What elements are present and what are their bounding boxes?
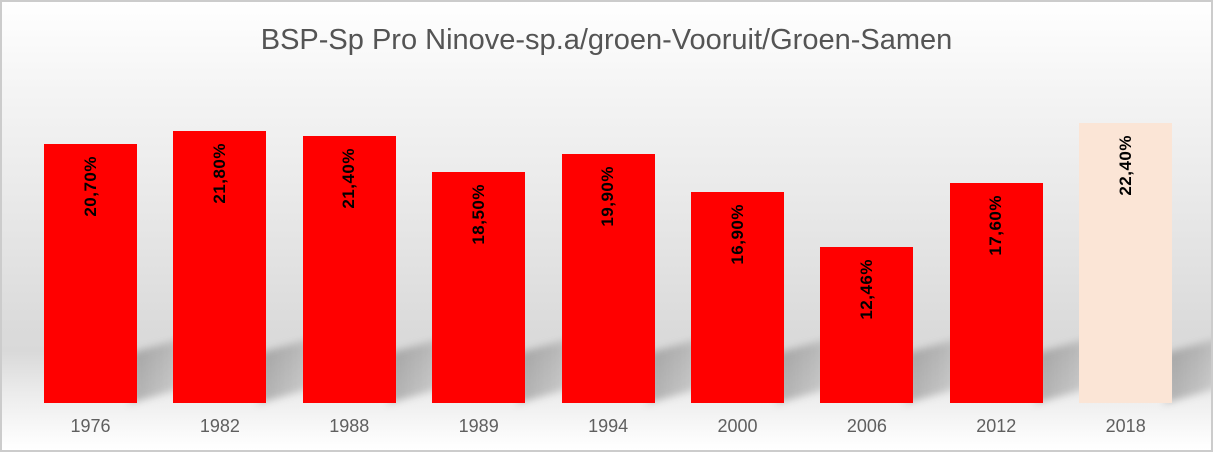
bar-1988[interactable]: 21,40%: [302, 135, 396, 403]
x-axis-label-2018: 2018: [1105, 416, 1146, 436]
bar-1989[interactable]: 18,50%: [432, 171, 526, 403]
bar-2000[interactable]: 16,90%: [691, 191, 784, 403]
bar-value-label: 22,40%: [1115, 135, 1135, 196]
x-axis-label-1982: 1982: [199, 416, 240, 436]
bar-value-label: 21,40%: [339, 147, 359, 209]
x-axis-label-1988: 1988: [329, 416, 370, 436]
bar-2012[interactable]: 17,60%: [949, 183, 1043, 403]
bar-value-label: 18,50%: [468, 183, 488, 245]
bar-2006[interactable]: 12,46%: [820, 247, 914, 403]
x-axis-label-1989: 1989: [458, 416, 499, 436]
x-axis-label-2012: 2012: [976, 416, 1017, 436]
x-axis-label-1976: 1976: [70, 416, 111, 436]
bar-1994[interactable]: 19,90%: [561, 154, 655, 403]
bar-1976[interactable]: 20,70%: [44, 144, 137, 403]
bar-2018[interactable]: 22,40%: [1079, 123, 1173, 403]
bar-1982[interactable]: 21,80%: [173, 130, 267, 403]
x-axis-label-1994: 1994: [588, 416, 629, 436]
x-axis-label-2006: 2006: [846, 416, 887, 436]
bar-value-label: 17,60%: [986, 195, 1006, 256]
x-axis-label-2000: 2000: [717, 416, 758, 436]
bar-value-label: 21,80%: [209, 142, 229, 204]
bar-value-label: 12,46%: [856, 259, 876, 320]
bar-value-label: 20,70%: [80, 156, 100, 217]
bar-value-label: 19,90%: [598, 166, 618, 227]
bar-floor-shadow: [1166, 328, 1211, 403]
bar-value-label: 16,90%: [727, 203, 747, 265]
chart-title: BSP-Sp Pro Ninove-sp.a/groen-Vooruit/Gro…: [260, 24, 953, 56]
